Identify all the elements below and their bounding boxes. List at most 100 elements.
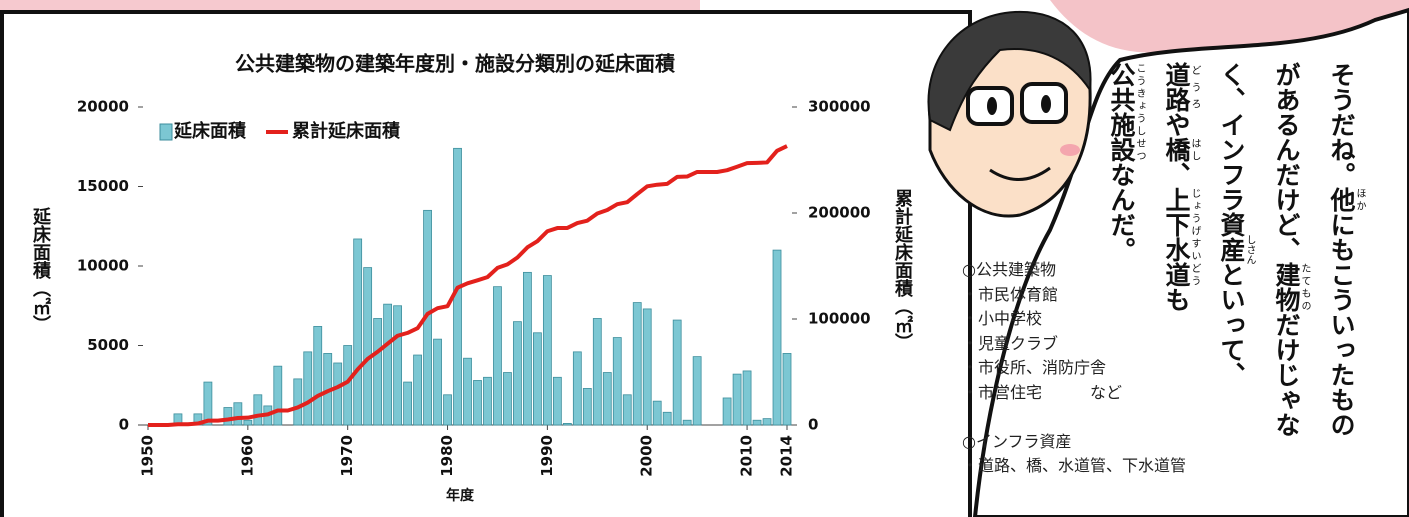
y2-tick-label: 200000 [808, 204, 871, 222]
bar [303, 351, 313, 426]
bar [622, 394, 632, 426]
bar [493, 286, 502, 426]
furigana: こうきょうしせつ [1134, 62, 1145, 162]
list-item: ・市民体育館 [962, 284, 1059, 304]
bar [393, 305, 403, 426]
bar [233, 402, 243, 426]
speech-word: 建物 [1272, 262, 1301, 312]
bar [772, 249, 782, 426]
furigana: しさん [1244, 234, 1255, 265]
speech-word: 公共施設 [1107, 62, 1136, 162]
bar [532, 332, 542, 426]
y-axis-label: 延床面積（㎡） [30, 207, 52, 333]
speech-column: 道路どうろや橋はし、上下水道じょうげすいどうも [1149, 62, 1204, 482]
bar [542, 275, 552, 426]
bar [632, 302, 642, 426]
speech-word: 上下水道 [1162, 187, 1191, 287]
speech-word: 、 [1162, 162, 1191, 187]
y-tick-label: 5000 [87, 336, 129, 354]
facility-list: ○公共建築物 ・市民体育館 ・小中学校・児童クラブ・市役所、消防庁舎 ・市営住宅 など… [962, 258, 1186, 479]
bar [742, 370, 752, 426]
top-panel [0, 0, 700, 10]
x-tick-label: 2010 [738, 435, 756, 477]
list-item: ・市役所、消防庁舎 [962, 358, 1107, 377]
speech-column: があるんだけど、建物たてものだけじゃな [1259, 62, 1314, 482]
furigana: じょうげすいどう [1189, 187, 1200, 287]
y2-axis-label: 累計延床面積（㎡） [892, 189, 914, 351]
bar [752, 419, 762, 426]
speech-word: にもこういったもの [1327, 212, 1356, 437]
y-tick-label: 20000 [77, 98, 129, 116]
bar [612, 337, 622, 426]
speech-column: 公共施設こうきょうしせつなんだ。 [1094, 62, 1149, 482]
bar [692, 356, 702, 426]
mouth [989, 166, 1051, 181]
cheek [1060, 144, 1080, 156]
speech-word: なんだ。 [1107, 162, 1136, 262]
bar [223, 407, 233, 426]
list-item: ○公共建築物 [962, 260, 1056, 279]
bar [253, 394, 263, 426]
bar [243, 419, 253, 426]
bar [443, 394, 452, 426]
bar [682, 419, 692, 426]
ruby-text: 建物たてもの [1272, 262, 1310, 312]
ruby-text: 公共施設こうきょうしせつ [1107, 62, 1145, 162]
x-tick-label: 2014 [778, 435, 796, 477]
character [927, 10, 1092, 218]
bar [642, 308, 652, 426]
cumulative-line [147, 144, 788, 427]
bar [672, 319, 682, 426]
bar [483, 376, 492, 426]
speech-word: や [1162, 112, 1191, 137]
bar [413, 354, 422, 426]
bar [333, 362, 343, 426]
bar [662, 411, 672, 426]
eye [987, 97, 997, 115]
speech-column: く、インフラ資産しさんといって、 [1204, 62, 1259, 482]
furigana: はし [1189, 137, 1200, 162]
bar [572, 351, 582, 426]
bar [203, 381, 213, 426]
speech-word: そうだね。 [1327, 62, 1356, 187]
bar [503, 372, 512, 426]
furigana: ほか [1354, 187, 1365, 212]
bar [373, 318, 383, 426]
ruby-text: 他ほか [1327, 187, 1365, 212]
ruby-text: 上下水道じょうげすいどう [1162, 187, 1200, 287]
bar [403, 381, 412, 426]
bar [652, 400, 662, 426]
bar [473, 380, 482, 426]
legend-label: 延床面積 [173, 120, 247, 142]
speech-word: く、インフラ資 [1217, 62, 1246, 237]
y-tick-label: 15000 [77, 177, 129, 195]
furigana: たてもの [1299, 262, 1310, 312]
speech-word: といって、 [1217, 262, 1246, 387]
speech-word: 産 [1217, 234, 1246, 265]
x-tick-label: 1960 [238, 435, 256, 477]
bar [552, 376, 562, 426]
y-tick-label: 0 [119, 416, 129, 434]
list-item: ・小中学校 [962, 309, 1043, 328]
list-item [962, 405, 1186, 430]
speech-word: 他 [1327, 187, 1356, 212]
speech-word: 道路 [1162, 62, 1191, 112]
bar [313, 326, 323, 426]
x-tick-label: 1980 [438, 435, 456, 477]
bar [433, 338, 442, 426]
bar [722, 397, 732, 426]
list-item: ・児童クラブ [962, 333, 1059, 353]
list-item: ○インフラ資産 [962, 431, 1072, 451]
chart-title: 公共建築物の建築年度別・施設分類別の延床面積 [235, 52, 676, 76]
bar [523, 271, 532, 426]
speech-word: 橋 [1162, 137, 1191, 162]
furigana: どうろ [1189, 62, 1200, 112]
hair [927, 10, 1092, 132]
eye [1041, 95, 1051, 113]
x-tick-label: 2000 [638, 435, 656, 477]
list-item: ・市営住宅 など [962, 382, 1123, 402]
bar [562, 423, 572, 426]
bar [363, 267, 373, 426]
